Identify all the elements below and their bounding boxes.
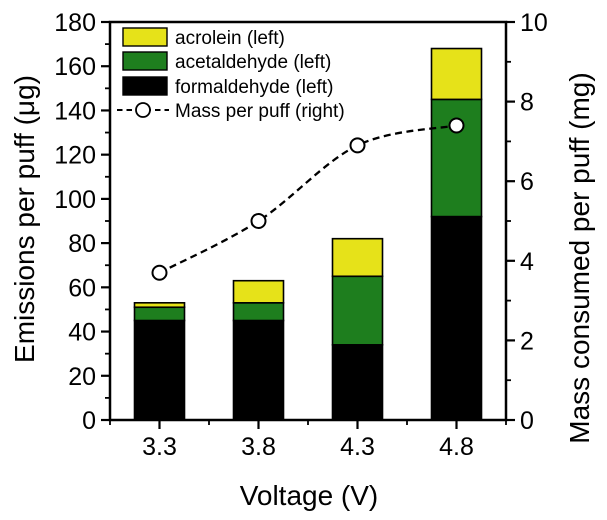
left-tick-label: 80 xyxy=(68,230,96,258)
bar-segment-formaldehyde-4.8 xyxy=(430,215,483,421)
legend-label: formaldehyde (left) xyxy=(175,77,333,98)
bar-segment-acetaldehyde-3.3 xyxy=(133,306,186,322)
bar-segment-acrolein-3.3 xyxy=(133,302,186,309)
left-tick-label: 120 xyxy=(54,142,96,170)
right-tick-label: 6 xyxy=(520,168,534,196)
left-tick-label: 160 xyxy=(54,53,96,81)
bar-segment-acetaldehyde-4.8 xyxy=(430,98,483,218)
left-tick-label: 180 xyxy=(54,9,96,37)
legend-open-circle xyxy=(135,102,151,118)
left-tick-label: 20 xyxy=(68,363,96,391)
right-axis-title: Mass consumed per puff (mg) xyxy=(564,72,595,444)
right-tick-label: 10 xyxy=(520,9,548,37)
x-tick-label: 4.8 xyxy=(439,433,474,461)
mass-per-puff-line xyxy=(158,124,457,274)
bar-segment-formaldehyde-3.3 xyxy=(133,319,186,421)
bar-segment-acrolein-4.3 xyxy=(331,237,384,278)
mass-per-puff-marker-3.8 xyxy=(250,213,267,229)
right-tick-label: 4 xyxy=(520,248,534,276)
legend-swatch-acetaldehyde xyxy=(122,51,168,71)
right-tick-label: 2 xyxy=(520,327,534,355)
mass-per-puff-marker-4.3 xyxy=(349,137,366,154)
bar-segment-formaldehyde-4.3 xyxy=(331,344,384,421)
bar-segment-acetaldehyde-3.8 xyxy=(232,302,285,322)
left-tick-label: 140 xyxy=(54,97,96,125)
bar-segment-formaldehyde-3.8 xyxy=(232,319,285,421)
right-tick-label: 8 xyxy=(520,89,534,117)
bar-segment-acrolein-3.8 xyxy=(232,279,285,304)
x-tick-label: 3.8 xyxy=(241,433,276,461)
right-tick-label: 0 xyxy=(520,407,534,435)
mass-per-puff-marker-3.3 xyxy=(151,264,168,281)
x-axis-title: Voltage (V) xyxy=(239,480,379,511)
legend-label: acrolein (left) xyxy=(175,28,285,49)
left-tick-label: 60 xyxy=(68,274,96,302)
legend-swatch-acrolein xyxy=(122,27,168,47)
x-tick-label: 4.3 xyxy=(340,433,375,461)
x-tick-label: 3.3 xyxy=(142,433,177,461)
left-tick-label: 40 xyxy=(68,319,96,347)
bar-segment-acetaldehyde-4.3 xyxy=(331,275,384,346)
bar-segment-acrolein-4.8 xyxy=(430,47,483,101)
left-tick-label: 0 xyxy=(82,407,96,435)
left-tick-label: 100 xyxy=(54,186,96,214)
mass-per-puff-marker-4.8 xyxy=(448,117,465,134)
legend-swatch-formaldehyde xyxy=(122,76,168,96)
left-axis-title: Emissions per puff (μg) xyxy=(9,75,40,363)
legend-label: acetaldehyde (left) xyxy=(175,52,331,73)
legend-label: Mass per puff (right) xyxy=(175,101,345,122)
